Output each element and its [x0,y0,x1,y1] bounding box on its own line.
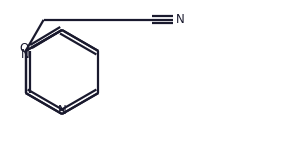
Text: N: N [58,103,66,117]
Text: N: N [21,48,30,62]
Text: O: O [19,42,29,54]
Text: N: N [176,13,184,26]
